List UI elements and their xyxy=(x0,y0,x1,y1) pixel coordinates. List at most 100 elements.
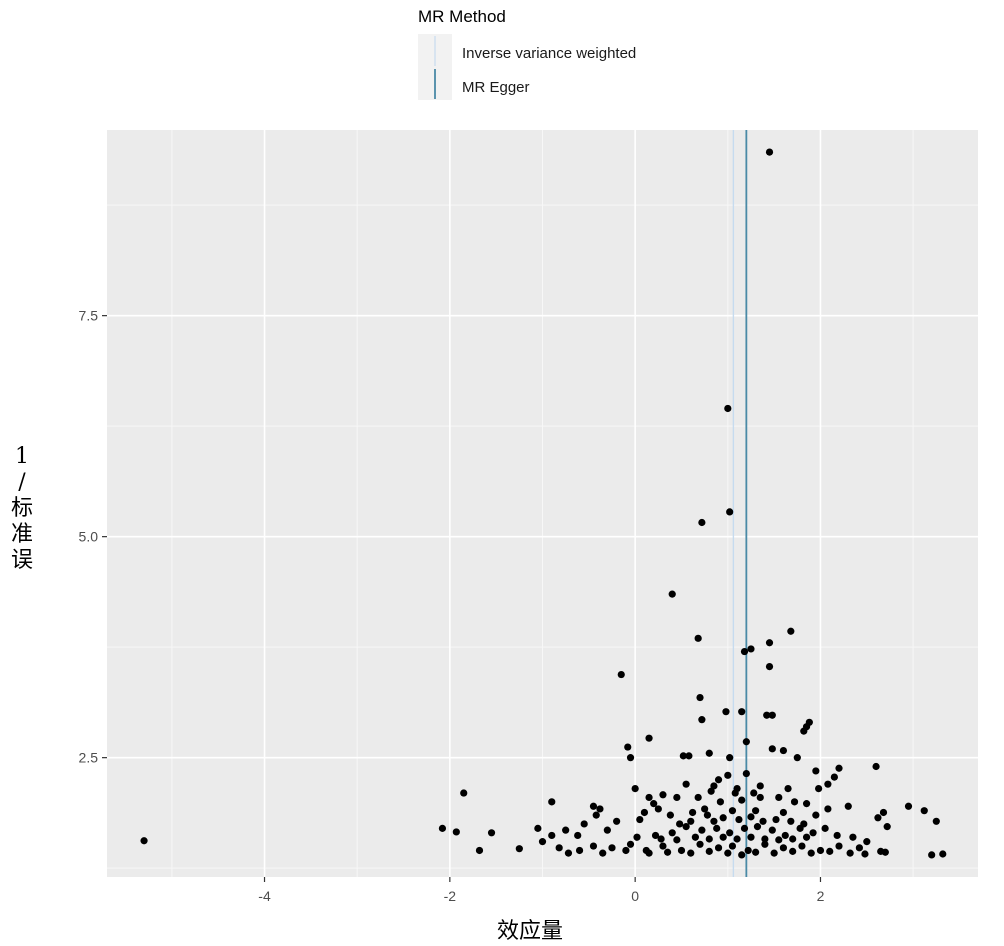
data-point xyxy=(772,815,780,824)
data-point xyxy=(694,793,702,802)
data-point xyxy=(738,796,746,804)
data-point xyxy=(744,846,752,855)
data-point xyxy=(768,745,776,753)
data-point xyxy=(705,847,713,855)
data-point xyxy=(932,817,940,825)
data-point xyxy=(438,824,447,832)
data-point xyxy=(696,840,704,848)
data-point xyxy=(676,820,684,828)
data-point xyxy=(763,711,771,719)
data-point xyxy=(705,835,713,843)
data-point xyxy=(651,831,660,840)
data-point xyxy=(636,815,644,824)
data-point xyxy=(752,848,760,856)
data-point xyxy=(740,647,749,656)
data-point xyxy=(724,849,732,857)
data-point xyxy=(691,833,699,841)
data-point xyxy=(562,826,570,834)
data-point xyxy=(726,508,734,516)
data-point xyxy=(719,833,727,841)
data-point xyxy=(689,808,697,817)
data-point xyxy=(779,808,788,817)
data-point xyxy=(475,846,484,855)
data-point xyxy=(775,836,783,844)
data-point xyxy=(668,590,676,598)
y-tick-label: 2.5 xyxy=(79,750,99,766)
y-axis-title-char: / xyxy=(18,470,26,495)
data-point xyxy=(789,835,797,843)
y-axis-title-char: 1 xyxy=(15,444,29,469)
data-point xyxy=(728,842,737,850)
data-point xyxy=(673,836,681,844)
data-point xyxy=(668,829,676,837)
data-point xyxy=(687,817,695,825)
data-point xyxy=(815,784,823,793)
data-point xyxy=(460,789,468,797)
data-point xyxy=(821,824,829,832)
data-point xyxy=(663,848,672,856)
data-point xyxy=(750,789,758,797)
data-point xyxy=(787,817,795,825)
data-point xyxy=(844,802,852,810)
y-axis: 2.5 5.0 7.5 xyxy=(79,308,107,766)
y-tick-label: 7.5 xyxy=(79,308,99,324)
data-point xyxy=(759,817,767,825)
data-point xyxy=(747,813,755,821)
data-point xyxy=(904,802,913,810)
data-point xyxy=(879,808,888,817)
data-point xyxy=(765,663,774,671)
data-point xyxy=(768,826,776,834)
data-point xyxy=(534,824,542,832)
data-point xyxy=(650,800,658,808)
data-point xyxy=(645,793,653,802)
data-point xyxy=(939,850,947,858)
data-point xyxy=(682,823,690,831)
data-point xyxy=(645,734,653,742)
legend-title: MR Method xyxy=(418,7,506,26)
data-point xyxy=(765,639,774,647)
data-point xyxy=(592,811,600,819)
data-point xyxy=(626,754,635,762)
data-point xyxy=(824,780,832,788)
legend-label-ivw: Inverse variance weighted xyxy=(462,45,636,62)
data-point xyxy=(761,835,769,843)
x-tick-label: -2 xyxy=(444,888,457,904)
data-point xyxy=(452,828,460,836)
data-point xyxy=(849,833,857,841)
y-axis-title-char: 标 xyxy=(11,496,33,521)
data-point xyxy=(724,771,732,779)
data-point xyxy=(733,835,741,843)
data-point xyxy=(874,814,882,822)
data-point xyxy=(710,817,718,825)
data-point xyxy=(716,798,725,806)
data-point xyxy=(654,805,662,813)
data-point xyxy=(698,826,706,834)
grid-minor xyxy=(107,130,978,877)
x-tick-label: 2 xyxy=(817,888,825,904)
data-point xyxy=(673,793,681,802)
data-point xyxy=(631,784,639,793)
data-point xyxy=(714,844,723,852)
data-point xyxy=(698,518,706,527)
data-point xyxy=(800,820,808,828)
data-point xyxy=(645,849,653,857)
data-point xyxy=(687,849,695,857)
data-point xyxy=(802,800,811,808)
data-point xyxy=(740,824,749,832)
data-point xyxy=(920,807,928,815)
data-point xyxy=(781,831,789,840)
data-point xyxy=(735,815,743,824)
x-tick-label: 0 xyxy=(631,888,639,904)
data-point xyxy=(719,814,727,822)
data-point xyxy=(787,627,795,635)
data-point xyxy=(835,764,843,772)
data-point xyxy=(575,846,584,855)
data-point xyxy=(713,824,721,832)
data-point xyxy=(779,746,788,755)
data-point xyxy=(710,782,718,790)
data-point xyxy=(765,148,774,156)
data-point xyxy=(685,752,693,760)
data-point xyxy=(679,752,687,760)
data-point xyxy=(738,708,746,716)
